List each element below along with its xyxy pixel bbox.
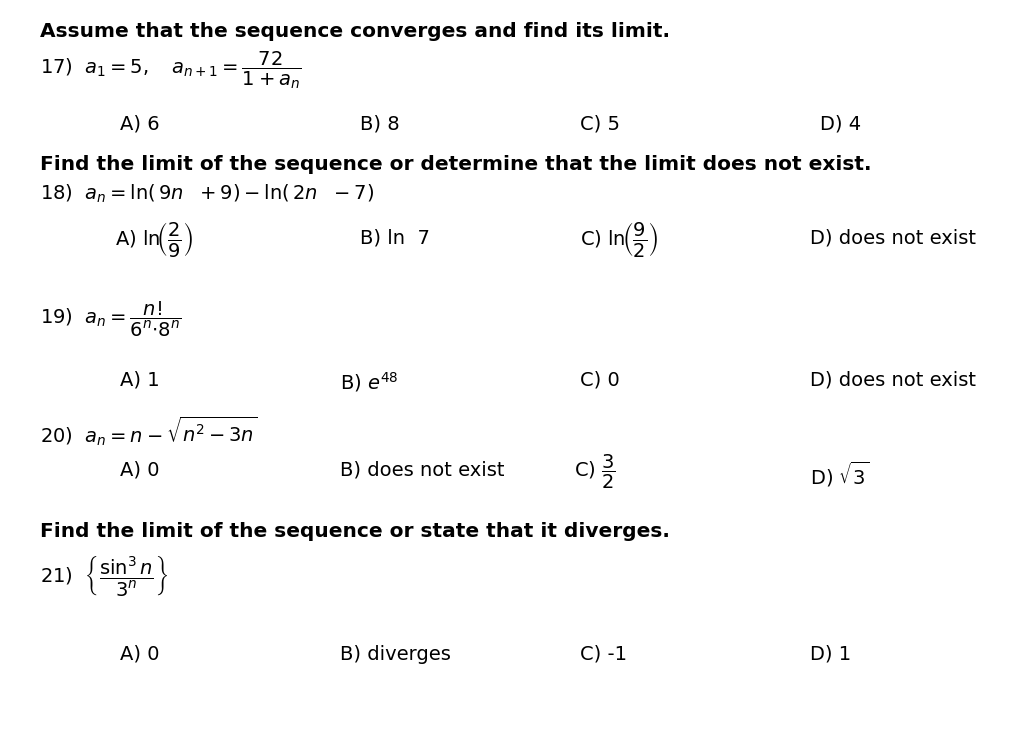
Text: A) 1: A) 1 bbox=[120, 370, 160, 389]
Text: D) does not exist: D) does not exist bbox=[810, 228, 976, 247]
Text: 18)  $a_n = \mathrm{ln}(\,9n\ \ +9) - \mathrm{ln}(\,2n\ \ -7)$: 18) $a_n = \mathrm{ln}(\,9n\ \ +9) - \ma… bbox=[40, 183, 374, 205]
Text: D) does not exist: D) does not exist bbox=[810, 370, 976, 389]
Text: C) -1: C) -1 bbox=[580, 645, 627, 664]
Text: Find the limit of the sequence or state that it diverges.: Find the limit of the sequence or state … bbox=[40, 522, 670, 541]
Text: C) 0: C) 0 bbox=[580, 370, 620, 389]
Text: 20)  $a_n = n - \sqrt{n^2 - 3n}$: 20) $a_n = n - \sqrt{n^2 - 3n}$ bbox=[40, 415, 258, 449]
Text: B) $e^{48}$: B) $e^{48}$ bbox=[340, 370, 398, 394]
Text: C) 5: C) 5 bbox=[580, 115, 620, 134]
Text: A) 0: A) 0 bbox=[120, 645, 160, 664]
Text: B) does not exist: B) does not exist bbox=[340, 460, 505, 479]
Text: B) ln  7: B) ln 7 bbox=[360, 228, 430, 247]
Text: 17)  $a_1 = 5, \quad a_{n+1} = \dfrac{72}{1 + a_n}$: 17) $a_1 = 5, \quad a_{n+1} = \dfrac{72}… bbox=[40, 50, 301, 92]
Text: A) $\mathrm{ln}\!\left(\dfrac{2}{9}\right)$: A) $\mathrm{ln}\!\left(\dfrac{2}{9}\righ… bbox=[115, 220, 194, 259]
Text: D) 1: D) 1 bbox=[810, 645, 851, 664]
Text: D) 4: D) 4 bbox=[820, 115, 861, 134]
Text: D) $\sqrt{3}$: D) $\sqrt{3}$ bbox=[810, 460, 869, 489]
Text: Assume that the sequence converges and find its limit.: Assume that the sequence converges and f… bbox=[40, 22, 670, 41]
Text: C) $\dfrac{3}{2}$: C) $\dfrac{3}{2}$ bbox=[574, 453, 615, 491]
Text: Find the limit of the sequence or determine that the limit does not exist.: Find the limit of the sequence or determ… bbox=[40, 155, 871, 174]
Text: C) $\mathrm{ln}\!\left(\dfrac{9}{2}\right)$: C) $\mathrm{ln}\!\left(\dfrac{9}{2}\righ… bbox=[580, 220, 658, 259]
Text: A) 6: A) 6 bbox=[120, 115, 160, 134]
Text: 21)  $\left\{\dfrac{\sin^3 n}{3^n}\right\}$: 21) $\left\{\dfrac{\sin^3 n}{3^n}\right\… bbox=[40, 553, 168, 598]
Text: A) 0: A) 0 bbox=[120, 460, 160, 479]
Text: B) diverges: B) diverges bbox=[340, 645, 451, 664]
Text: 19)  $a_n = \dfrac{n!}{6^n{\cdot}8^n}$: 19) $a_n = \dfrac{n!}{6^n{\cdot}8^n}$ bbox=[40, 300, 181, 340]
Text: B) 8: B) 8 bbox=[360, 115, 399, 134]
